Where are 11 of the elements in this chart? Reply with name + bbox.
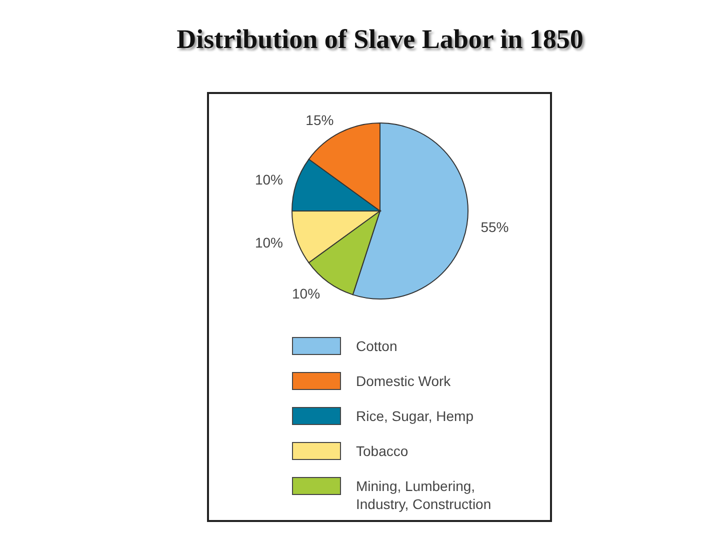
data-label: 15%	[306, 112, 334, 128]
legend-label: Rice, Sugar, Hemp	[356, 407, 474, 425]
legend-label: Tobacco	[356, 442, 410, 460]
legend-label: Mining, Lumbering, Industry, Construction	[356, 477, 492, 513]
data-label: 55%	[480, 218, 509, 235]
legend-label: Domestic Work	[356, 372, 452, 390]
chart-title: Distribution of Slave Labor in 1850	[176, 24, 584, 55]
data-label: 10%	[254, 234, 283, 251]
data-label: 10%	[254, 171, 283, 188]
data-label: 10%	[292, 286, 320, 302]
legend-label: Cotton	[356, 337, 398, 355]
